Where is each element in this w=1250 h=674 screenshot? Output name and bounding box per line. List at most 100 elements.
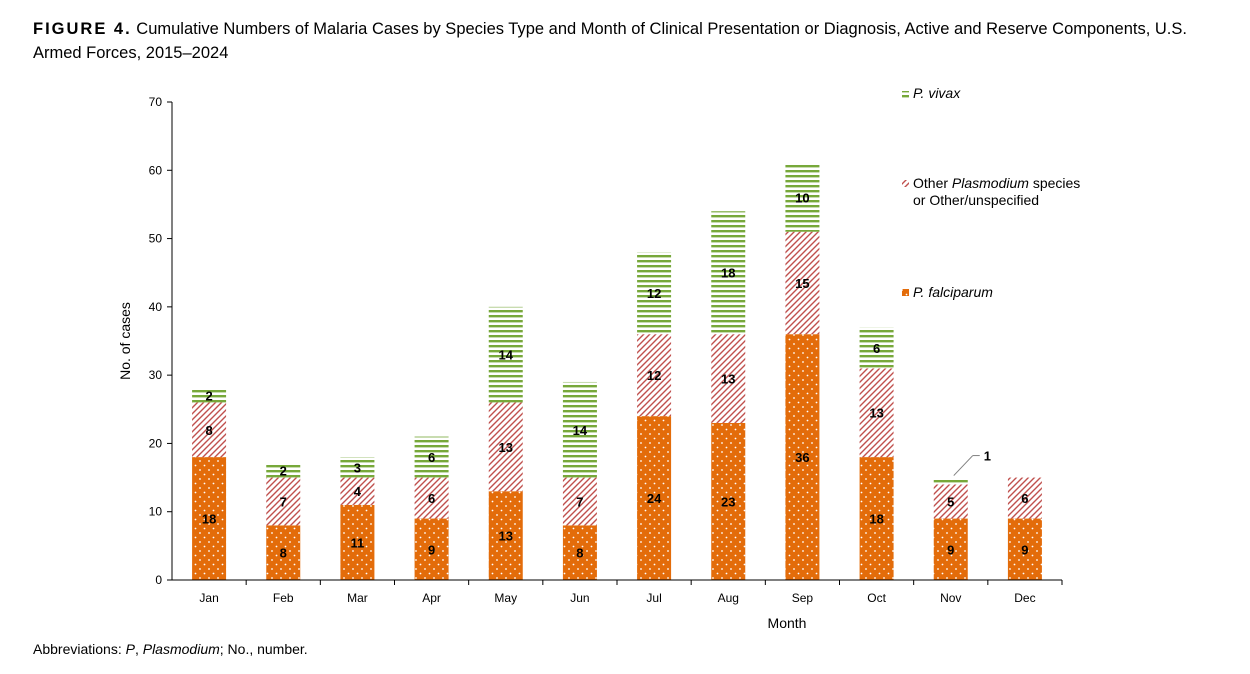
bar-segment-other-mar (340, 477, 375, 505)
footnote: Abbreviations: P, Plasmodium; No., numbe… (33, 641, 308, 657)
data-label: 13 (499, 440, 513, 455)
figure-title-text: Cumulative Numbers of Malaria Cases by S… (33, 20, 1187, 62)
x-tick-label: Aug (718, 591, 739, 605)
bar-segment-vivax-feb (266, 463, 301, 478)
x-axis-label: Month (768, 615, 807, 631)
bar-segment-other-oct (859, 368, 894, 458)
bar-segment-vivax-nov (933, 477, 968, 485)
x-tick-label: Dec (1014, 591, 1035, 605)
bar-segment-other-dec (1007, 477, 1042, 519)
x-tick-label: Jun (570, 591, 589, 605)
bar-segment-falciparum-jul (637, 416, 672, 580)
x-tick-label: Oct (867, 591, 886, 605)
data-label: 23 (721, 494, 735, 509)
bar-segment-other-sep (785, 231, 820, 335)
bar-segment-other-apr (414, 477, 449, 519)
data-label: 6 (428, 491, 435, 506)
data-label: 36 (795, 450, 809, 465)
x-tick-label: Feb (273, 591, 294, 605)
legend-falciparum-label: P. falciparum (913, 284, 993, 300)
data-label: 4 (354, 484, 362, 499)
x-tick-label: Sep (792, 591, 814, 605)
bar-segment-falciparum-sep (785, 334, 820, 580)
y-tick-label: 50 (149, 232, 163, 246)
footnote-sep: , (134, 641, 143, 657)
data-label: 8 (280, 546, 287, 561)
bar-segment-other-jan (192, 402, 227, 458)
bar-segment-vivax-oct (859, 327, 894, 369)
bar-segment-other-may (488, 402, 523, 492)
bar-segment-vivax-mar (340, 457, 375, 478)
callout-leader-line (953, 455, 974, 476)
bar-segment-vivax-jul (637, 252, 672, 335)
bar-segment-falciparum-may (488, 491, 523, 580)
data-label: 15 (795, 276, 809, 291)
x-tick-label: Jul (646, 591, 661, 605)
bar-segment-vivax-sep (785, 163, 820, 232)
bar-segment-vivax-apr (414, 436, 449, 478)
bar-segment-falciparum-apr (414, 518, 449, 580)
bar-segment-other-jul (637, 334, 672, 417)
x-tick-label: May (494, 591, 517, 605)
x-tick-label: Nov (940, 591, 961, 605)
data-label: 8 (576, 546, 583, 561)
footnote-prefix: Abbreviations: (33, 641, 126, 657)
bar-segment-other-aug (711, 334, 746, 423)
data-label: 5 (947, 494, 954, 509)
data-label: 3 (354, 460, 361, 475)
bar-segment-falciparum-aug (711, 422, 746, 580)
y-tick-label: 10 (149, 505, 163, 519)
y-tick-label: 30 (149, 368, 163, 382)
bar-segment-vivax-aug (711, 211, 746, 335)
data-label: 10 (795, 191, 809, 206)
data-label: 14 (573, 423, 588, 438)
bar-segment-falciparum-nov (933, 518, 968, 580)
data-label: 24 (647, 491, 662, 506)
y-tick-label: 70 (149, 95, 163, 109)
bar-segment-other-feb (266, 477, 301, 526)
data-label: 6 (1021, 491, 1028, 506)
legend-vivax-swatch (902, 91, 909, 98)
data-label: 13 (869, 406, 883, 421)
data-label: 13 (721, 372, 735, 387)
bar-segment-falciparum-mar (340, 504, 375, 580)
legend-vivax-label: P. vivax (913, 85, 961, 101)
data-label: 18 (202, 512, 216, 527)
footnote-p: P (125, 641, 135, 657)
data-label: 14 (499, 348, 514, 363)
stacked-bar-chart: 1882872114396613131487142412122313183615… (117, 85, 1080, 631)
x-tick-label: Mar (347, 591, 368, 605)
bar-segment-vivax-jan (192, 388, 227, 403)
bar-segment-falciparum-feb (266, 525, 301, 580)
data-label: 2 (205, 389, 212, 404)
data-label: 13 (499, 529, 513, 544)
footnote-rest: ; No., number. (219, 641, 308, 657)
data-label: 6 (873, 341, 880, 356)
callout-label: 1 (984, 449, 991, 464)
legend-other-swatch (902, 180, 909, 187)
data-label: 9 (947, 542, 954, 557)
bar-segment-falciparum-dec (1007, 518, 1042, 580)
data-label: 18 (721, 266, 735, 281)
figure-label: FIGURE 4. (33, 20, 132, 38)
legend-other-label-line2: or Other/unspecified (913, 192, 1039, 208)
data-label: 9 (1021, 542, 1028, 557)
bar-segment-vivax-jun (562, 381, 597, 478)
y-tick-label: 60 (149, 163, 163, 177)
y-axis-label: No. of cases (117, 302, 133, 380)
figure-title: FIGURE 4. Cumulative Numbers of Malaria … (33, 17, 1218, 65)
bar-segment-falciparum-oct (859, 457, 894, 580)
data-label: 2 (280, 464, 287, 479)
bar-segment-other-nov (933, 484, 968, 519)
data-label: 11 (351, 535, 365, 550)
data-label: 12 (647, 286, 661, 301)
legend-other-label: Other Plasmodium species (913, 175, 1080, 191)
data-label: 9 (428, 542, 435, 557)
x-tick-label: Apr (422, 591, 441, 605)
data-label: 7 (280, 494, 287, 509)
y-tick-label: 20 (149, 436, 163, 450)
legend-falciparum-swatch (902, 289, 909, 296)
data-label: 12 (647, 368, 661, 383)
data-label: 8 (205, 423, 212, 438)
